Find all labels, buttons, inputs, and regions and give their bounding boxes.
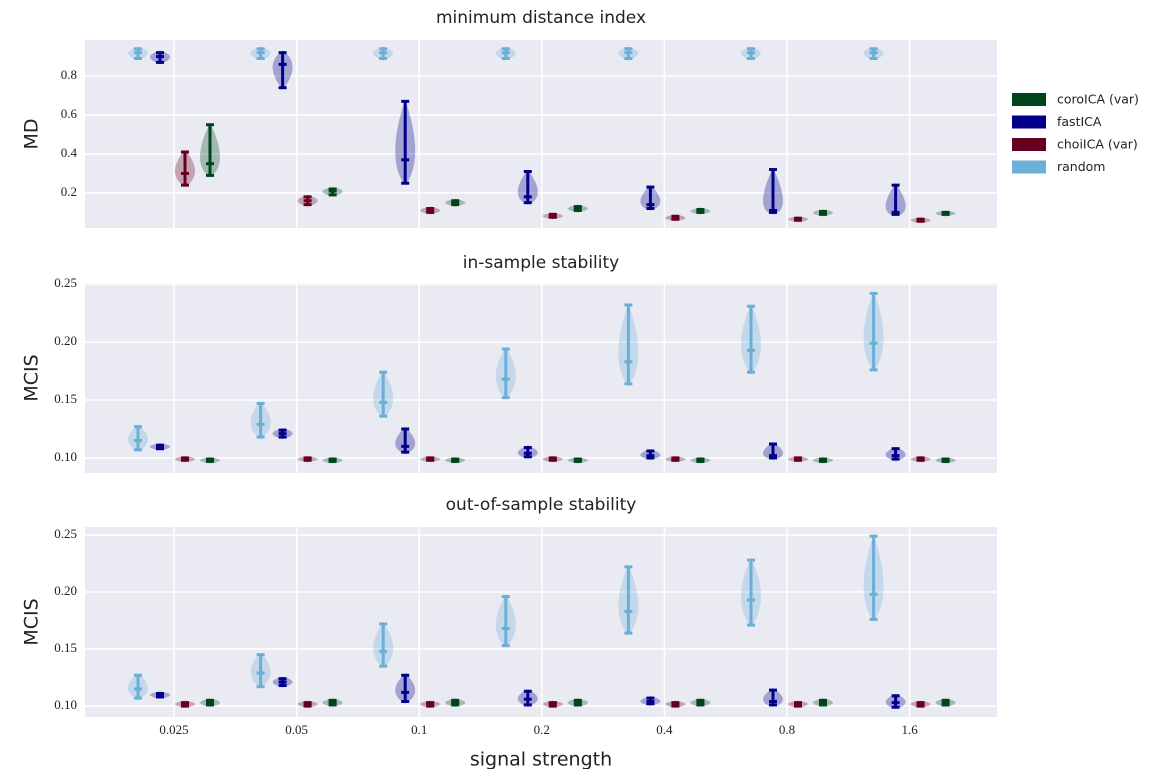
y-axis-label: MCIS bbox=[21, 354, 43, 401]
legend-swatch bbox=[1012, 160, 1046, 174]
plot-area bbox=[85, 40, 997, 228]
legend-swatch bbox=[1012, 93, 1046, 106]
y-tick-label: 0.2 bbox=[61, 184, 77, 199]
x-axis-label: signal strength bbox=[470, 749, 612, 769]
x-tick-label: 0.025 bbox=[159, 722, 188, 737]
legend-label: fastICA bbox=[1057, 114, 1102, 129]
plot-area bbox=[85, 283, 997, 473]
y-tick-label: 0.20 bbox=[54, 583, 77, 598]
legend-label: coroICA (var) bbox=[1057, 92, 1139, 107]
x-tick-label: 1.6 bbox=[901, 722, 918, 737]
y-tick-label: 0.10 bbox=[54, 697, 77, 712]
x-tick-label: 0.1 bbox=[411, 722, 427, 737]
panel-title: minimum distance index bbox=[436, 8, 646, 28]
y-tick-label: 0.15 bbox=[54, 640, 77, 655]
y-tick-label: 0.25 bbox=[54, 275, 77, 290]
y-tick-label: 0.25 bbox=[54, 526, 77, 541]
x-tick-label: 0.4 bbox=[656, 722, 673, 737]
legend-label: random bbox=[1057, 159, 1105, 174]
y-axis-label: MCIS bbox=[21, 598, 43, 645]
y-axis-label: MD bbox=[21, 118, 43, 149]
x-tick-label: 0.8 bbox=[779, 722, 795, 737]
panel-title: in-sample stability bbox=[463, 253, 619, 273]
y-tick-label: 0.6 bbox=[61, 106, 78, 121]
y-tick-label: 0.20 bbox=[54, 333, 77, 348]
legend-swatch bbox=[1012, 138, 1046, 151]
y-tick-label: 0.10 bbox=[54, 449, 77, 464]
y-tick-label: 0.15 bbox=[54, 391, 77, 406]
legend-swatch bbox=[1012, 115, 1046, 129]
panel-title: out-of-sample stability bbox=[446, 495, 637, 515]
legend-label: choiICA (var) bbox=[1057, 137, 1138, 152]
plot-area bbox=[85, 527, 997, 717]
y-tick-label: 0.8 bbox=[61, 67, 77, 82]
x-tick-label: 0.2 bbox=[534, 722, 550, 737]
y-tick-label: 0.4 bbox=[61, 145, 78, 160]
x-tick-label: 0.05 bbox=[285, 722, 308, 737]
